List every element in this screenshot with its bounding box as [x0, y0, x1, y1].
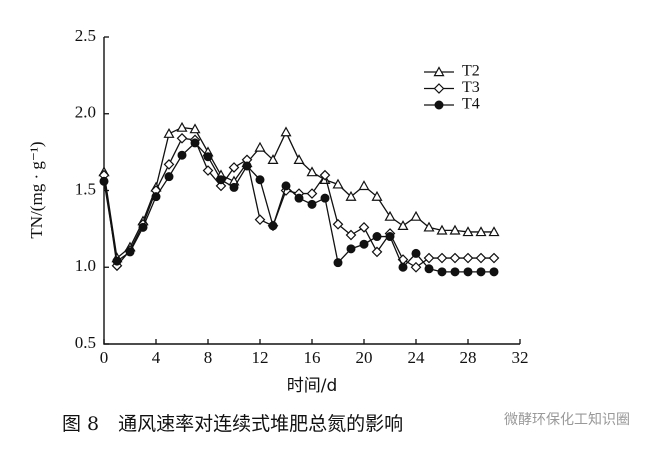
- y-tick-label: 0.5: [75, 333, 96, 352]
- data-point: [151, 192, 161, 202]
- x-tick-label: 4: [152, 348, 161, 367]
- data-point: [462, 252, 474, 264]
- data-point: [216, 175, 226, 185]
- data-point: [163, 159, 175, 170]
- data-point: [449, 252, 461, 264]
- data-point: [410, 210, 422, 221]
- data-point: [176, 132, 188, 144]
- data-point: [332, 218, 344, 230]
- x-tick-label: 16: [304, 348, 321, 367]
- data-point: [489, 267, 499, 277]
- data-point: [177, 150, 187, 160]
- data-point: [306, 166, 318, 177]
- data-point: [319, 169, 331, 181]
- caption: 图 8 通风速率对连续式堆肥总氮的影响: [62, 413, 403, 435]
- data-point: [242, 161, 252, 171]
- data-point: [229, 182, 239, 192]
- data-point: [475, 252, 487, 264]
- data-point: [450, 267, 460, 277]
- data-point: [112, 256, 122, 266]
- y-tick-label: 2.5: [75, 26, 96, 45]
- data-point: [488, 252, 500, 264]
- data-point: [424, 264, 434, 274]
- data-point: [358, 180, 370, 191]
- data-point: [462, 226, 474, 237]
- data-point: [293, 154, 305, 164]
- data-point: [371, 190, 383, 201]
- data-point: [475, 226, 487, 237]
- data-point: [190, 138, 200, 148]
- x-tick-label: 32: [512, 348, 529, 367]
- data-point: [398, 262, 408, 272]
- legend-marker: [433, 83, 445, 94]
- y-axis-label: TN/(mg · g⁻¹): [27, 141, 46, 238]
- data-point: [345, 190, 357, 201]
- data-point: [384, 210, 396, 221]
- y-tick-label: 2.0: [75, 103, 96, 122]
- data-point: [176, 121, 188, 132]
- data-point: [203, 152, 213, 162]
- y-tick-label: 1.5: [75, 179, 96, 198]
- y-tick-label: 1.0: [75, 256, 96, 275]
- data-point: [488, 226, 500, 237]
- data-point: [436, 224, 448, 235]
- data-point: [267, 154, 279, 164]
- x-tick-label: 24: [408, 348, 426, 367]
- data-point: [385, 232, 395, 242]
- data-point: [463, 267, 473, 277]
- data-point: [202, 165, 214, 176]
- data-point: [436, 252, 448, 264]
- data-point: [423, 221, 435, 232]
- data-point: [255, 175, 265, 185]
- data-point: [358, 221, 370, 233]
- legend-label: T4: [462, 96, 480, 113]
- x-tick-label: 0: [100, 348, 109, 367]
- data-point: [268, 221, 278, 231]
- data-point: [99, 176, 109, 186]
- watermark: 微酵环保化工知识圈: [504, 411, 630, 428]
- x-tick-label: 28: [460, 348, 477, 367]
- data-point: [306, 188, 318, 199]
- data-point: [371, 246, 383, 258]
- legend-marker: [434, 100, 444, 110]
- x-tick-label: 20: [356, 348, 373, 367]
- data-point: [164, 172, 174, 182]
- x-tick-label: 8: [204, 348, 213, 367]
- data-point: [189, 123, 201, 134]
- data-point: [449, 224, 461, 235]
- data-point: [228, 162, 240, 173]
- data-point: [320, 193, 330, 203]
- data-point: [125, 247, 135, 257]
- data-point: [294, 193, 304, 203]
- data-point: [163, 127, 175, 138]
- legend-marker: [433, 66, 445, 77]
- data-point: [359, 239, 369, 249]
- data-point: [346, 244, 356, 254]
- data-point: [437, 267, 447, 277]
- data-point: [332, 178, 344, 189]
- data-point: [410, 261, 422, 273]
- data-point: [333, 258, 343, 268]
- data-point: [280, 126, 292, 137]
- legend-label: T3: [462, 79, 480, 96]
- x-tick-label: 12: [252, 348, 269, 367]
- data-point: [138, 222, 148, 232]
- data-point: [307, 199, 317, 209]
- data-point: [476, 267, 486, 277]
- x-axis-label: 时间/d: [287, 376, 338, 396]
- legend-label: T2: [462, 63, 480, 80]
- data-point: [411, 248, 421, 258]
- data-point: [372, 232, 382, 242]
- data-point: [281, 181, 291, 191]
- data-point: [254, 141, 266, 152]
- data-point: [423, 252, 435, 264]
- data-point: [345, 229, 357, 241]
- data-point: [254, 214, 266, 226]
- data-point: [397, 220, 409, 231]
